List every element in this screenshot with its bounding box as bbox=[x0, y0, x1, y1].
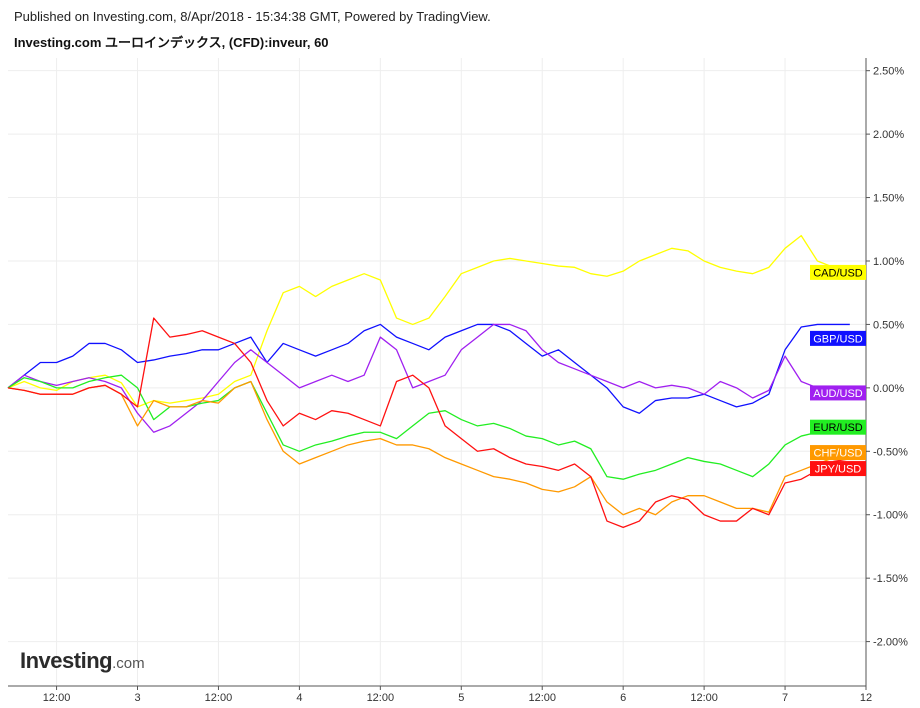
y-tick-label: -1.00% bbox=[873, 510, 908, 522]
price-tag-eur-usd: EUR/USD bbox=[810, 419, 866, 435]
x-tick-label: 12 bbox=[860, 692, 872, 704]
series-line-jpy-usd bbox=[7, 317, 850, 529]
series-line-cad-usd bbox=[7, 234, 851, 408]
price-tags: CAD/USD GBP/USD AUD/USD EUR/USD CHF/USD JPY/U… bbox=[810, 264, 866, 477]
grid-lines bbox=[8, 58, 867, 686]
x-axis-ticks: 12:00 3 12:00 4 12:00 5 12:00 6 12:00 7 12 bbox=[43, 686, 872, 704]
price-tag-chf-usd: CHF/USD bbox=[810, 445, 866, 461]
price-tag-bg bbox=[810, 264, 866, 280]
y-tick-label: 2.50% bbox=[873, 66, 904, 78]
published-caption: Published on Investing.com, 8/Apr/2018 -… bbox=[14, 9, 491, 24]
series-lines bbox=[7, 234, 851, 529]
x-tick-label: 3 bbox=[134, 692, 140, 704]
y-tick-label: -1.50% bbox=[873, 573, 908, 585]
price-tag-bg bbox=[810, 419, 866, 435]
y-tick-label: 0.50% bbox=[873, 319, 904, 331]
price-tag-bg bbox=[810, 445, 866, 461]
logo-main: Investing bbox=[20, 648, 113, 673]
series-line-chf-usd bbox=[7, 380, 851, 516]
price-tag-bg bbox=[810, 461, 866, 477]
y-tick-label: 1.00% bbox=[873, 256, 904, 268]
x-tick-label: 4 bbox=[296, 692, 302, 704]
axes bbox=[8, 58, 867, 687]
x-tick-label: 12:00 bbox=[528, 692, 556, 704]
y-axis-ticks: 2.50% 2.00% 1.50% 1.00% 0.50% 0.00% -0.50% -1.0… bbox=[866, 66, 908, 649]
y-tick-label: -2.00% bbox=[873, 637, 908, 649]
y-tick-label: 1.50% bbox=[873, 193, 904, 205]
x-tick-label: 6 bbox=[620, 692, 626, 704]
price-tag-label: CHF/USD bbox=[814, 448, 863, 460]
x-tick-label: 7 bbox=[782, 692, 788, 704]
price-tag-label: GBP/USD bbox=[813, 333, 863, 345]
investing-logo: Investing.com bbox=[20, 648, 145, 674]
chart-title: Investing.com ユーロインデックス, (CFD):inveur, 6… bbox=[14, 35, 329, 50]
price-tag-cad-usd: CAD/USD bbox=[810, 264, 866, 280]
series-line-gbp-usd bbox=[7, 323, 850, 414]
y-tick-label: -0.50% bbox=[873, 446, 908, 458]
price-tag-label: AUD/USD bbox=[813, 388, 863, 400]
price-tag-label: EUR/USD bbox=[813, 422, 863, 434]
x-tick-label: 12:00 bbox=[43, 692, 71, 704]
price-tag-gbp-usd: GBP/USD bbox=[810, 330, 866, 346]
y-tick-label: 2.00% bbox=[873, 129, 904, 141]
price-tag-label: JPY/USD bbox=[815, 464, 862, 476]
price-tag-label: CAD/USD bbox=[813, 267, 863, 279]
y-tick-label: 0.00% bbox=[873, 383, 904, 395]
x-tick-label: 12:00 bbox=[690, 692, 718, 704]
x-tick-label: 12:00 bbox=[205, 692, 233, 704]
logo-suffix: .com bbox=[112, 655, 145, 672]
series-line-eur-usd bbox=[7, 374, 850, 480]
price-tag-bg bbox=[810, 385, 866, 401]
price-tag-bg bbox=[810, 330, 866, 346]
price-tag-jpy-usd: JPY/USD bbox=[810, 461, 866, 477]
series-line-aud-usd bbox=[7, 323, 850, 433]
x-tick-label: 12:00 bbox=[367, 692, 395, 704]
price-tag-aud-usd: AUD/USD bbox=[810, 385, 866, 401]
x-tick-label: 5 bbox=[458, 692, 464, 704]
